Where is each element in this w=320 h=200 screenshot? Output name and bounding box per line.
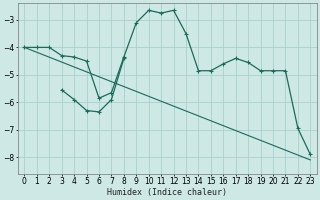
X-axis label: Humidex (Indice chaleur): Humidex (Indice chaleur) (108, 188, 228, 197)
